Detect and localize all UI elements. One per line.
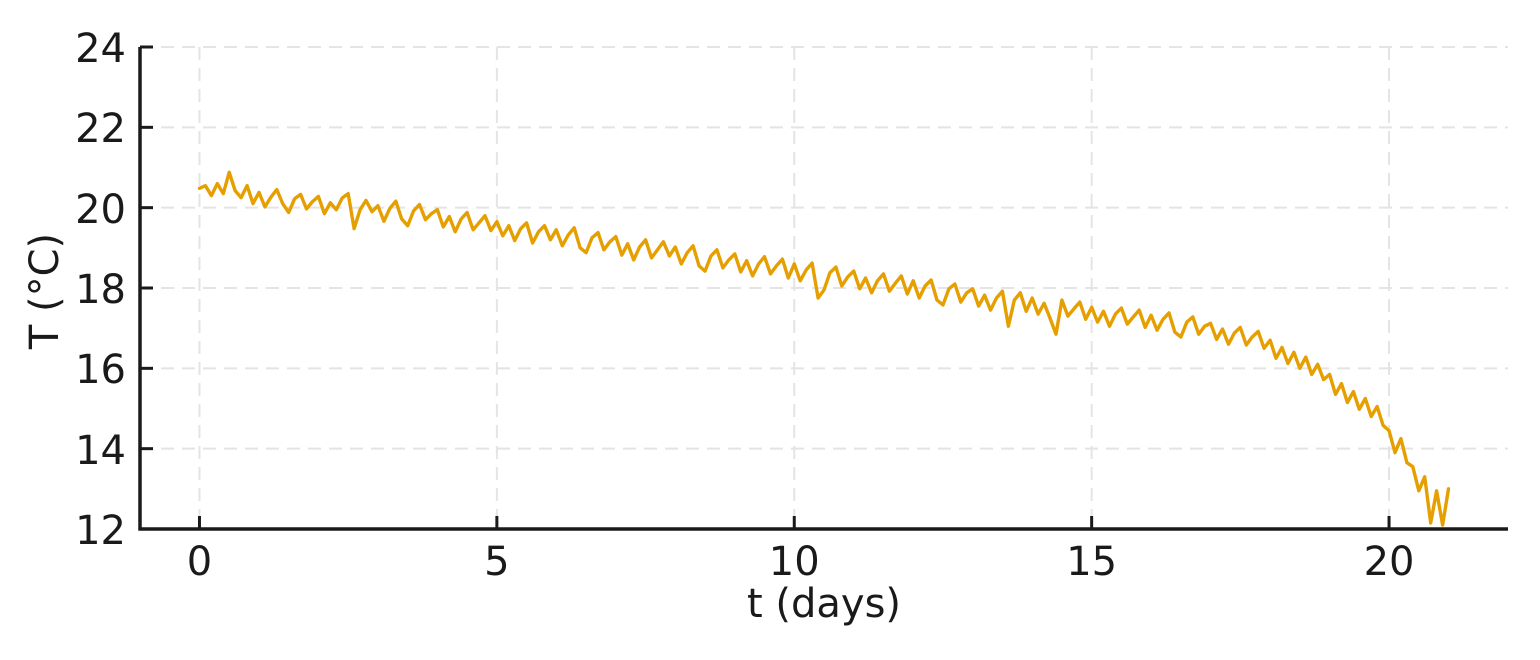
y-tick-label: 22 bbox=[75, 106, 126, 153]
y-tick-label: 24 bbox=[75, 26, 126, 72]
x-tick-label: 5 bbox=[484, 539, 510, 585]
temperature-series-line bbox=[197, 170, 1451, 527]
y-axis-label: T (°C) bbox=[22, 232, 68, 350]
x-tick-label: 15 bbox=[1066, 539, 1118, 585]
y-tick-label: 18 bbox=[75, 267, 126, 313]
y-tick-label: 16 bbox=[75, 347, 126, 394]
x-tick-label: 10 bbox=[768, 539, 820, 585]
y-tick-label: 12 bbox=[75, 508, 126, 554]
x-tick-label: 20 bbox=[1363, 539, 1415, 585]
y-tick-label: 14 bbox=[75, 427, 126, 474]
x-tick-label: 0 bbox=[186, 539, 213, 585]
x-axis-label: t (days) bbox=[746, 581, 902, 627]
y-tick-label: 20 bbox=[75, 186, 126, 233]
